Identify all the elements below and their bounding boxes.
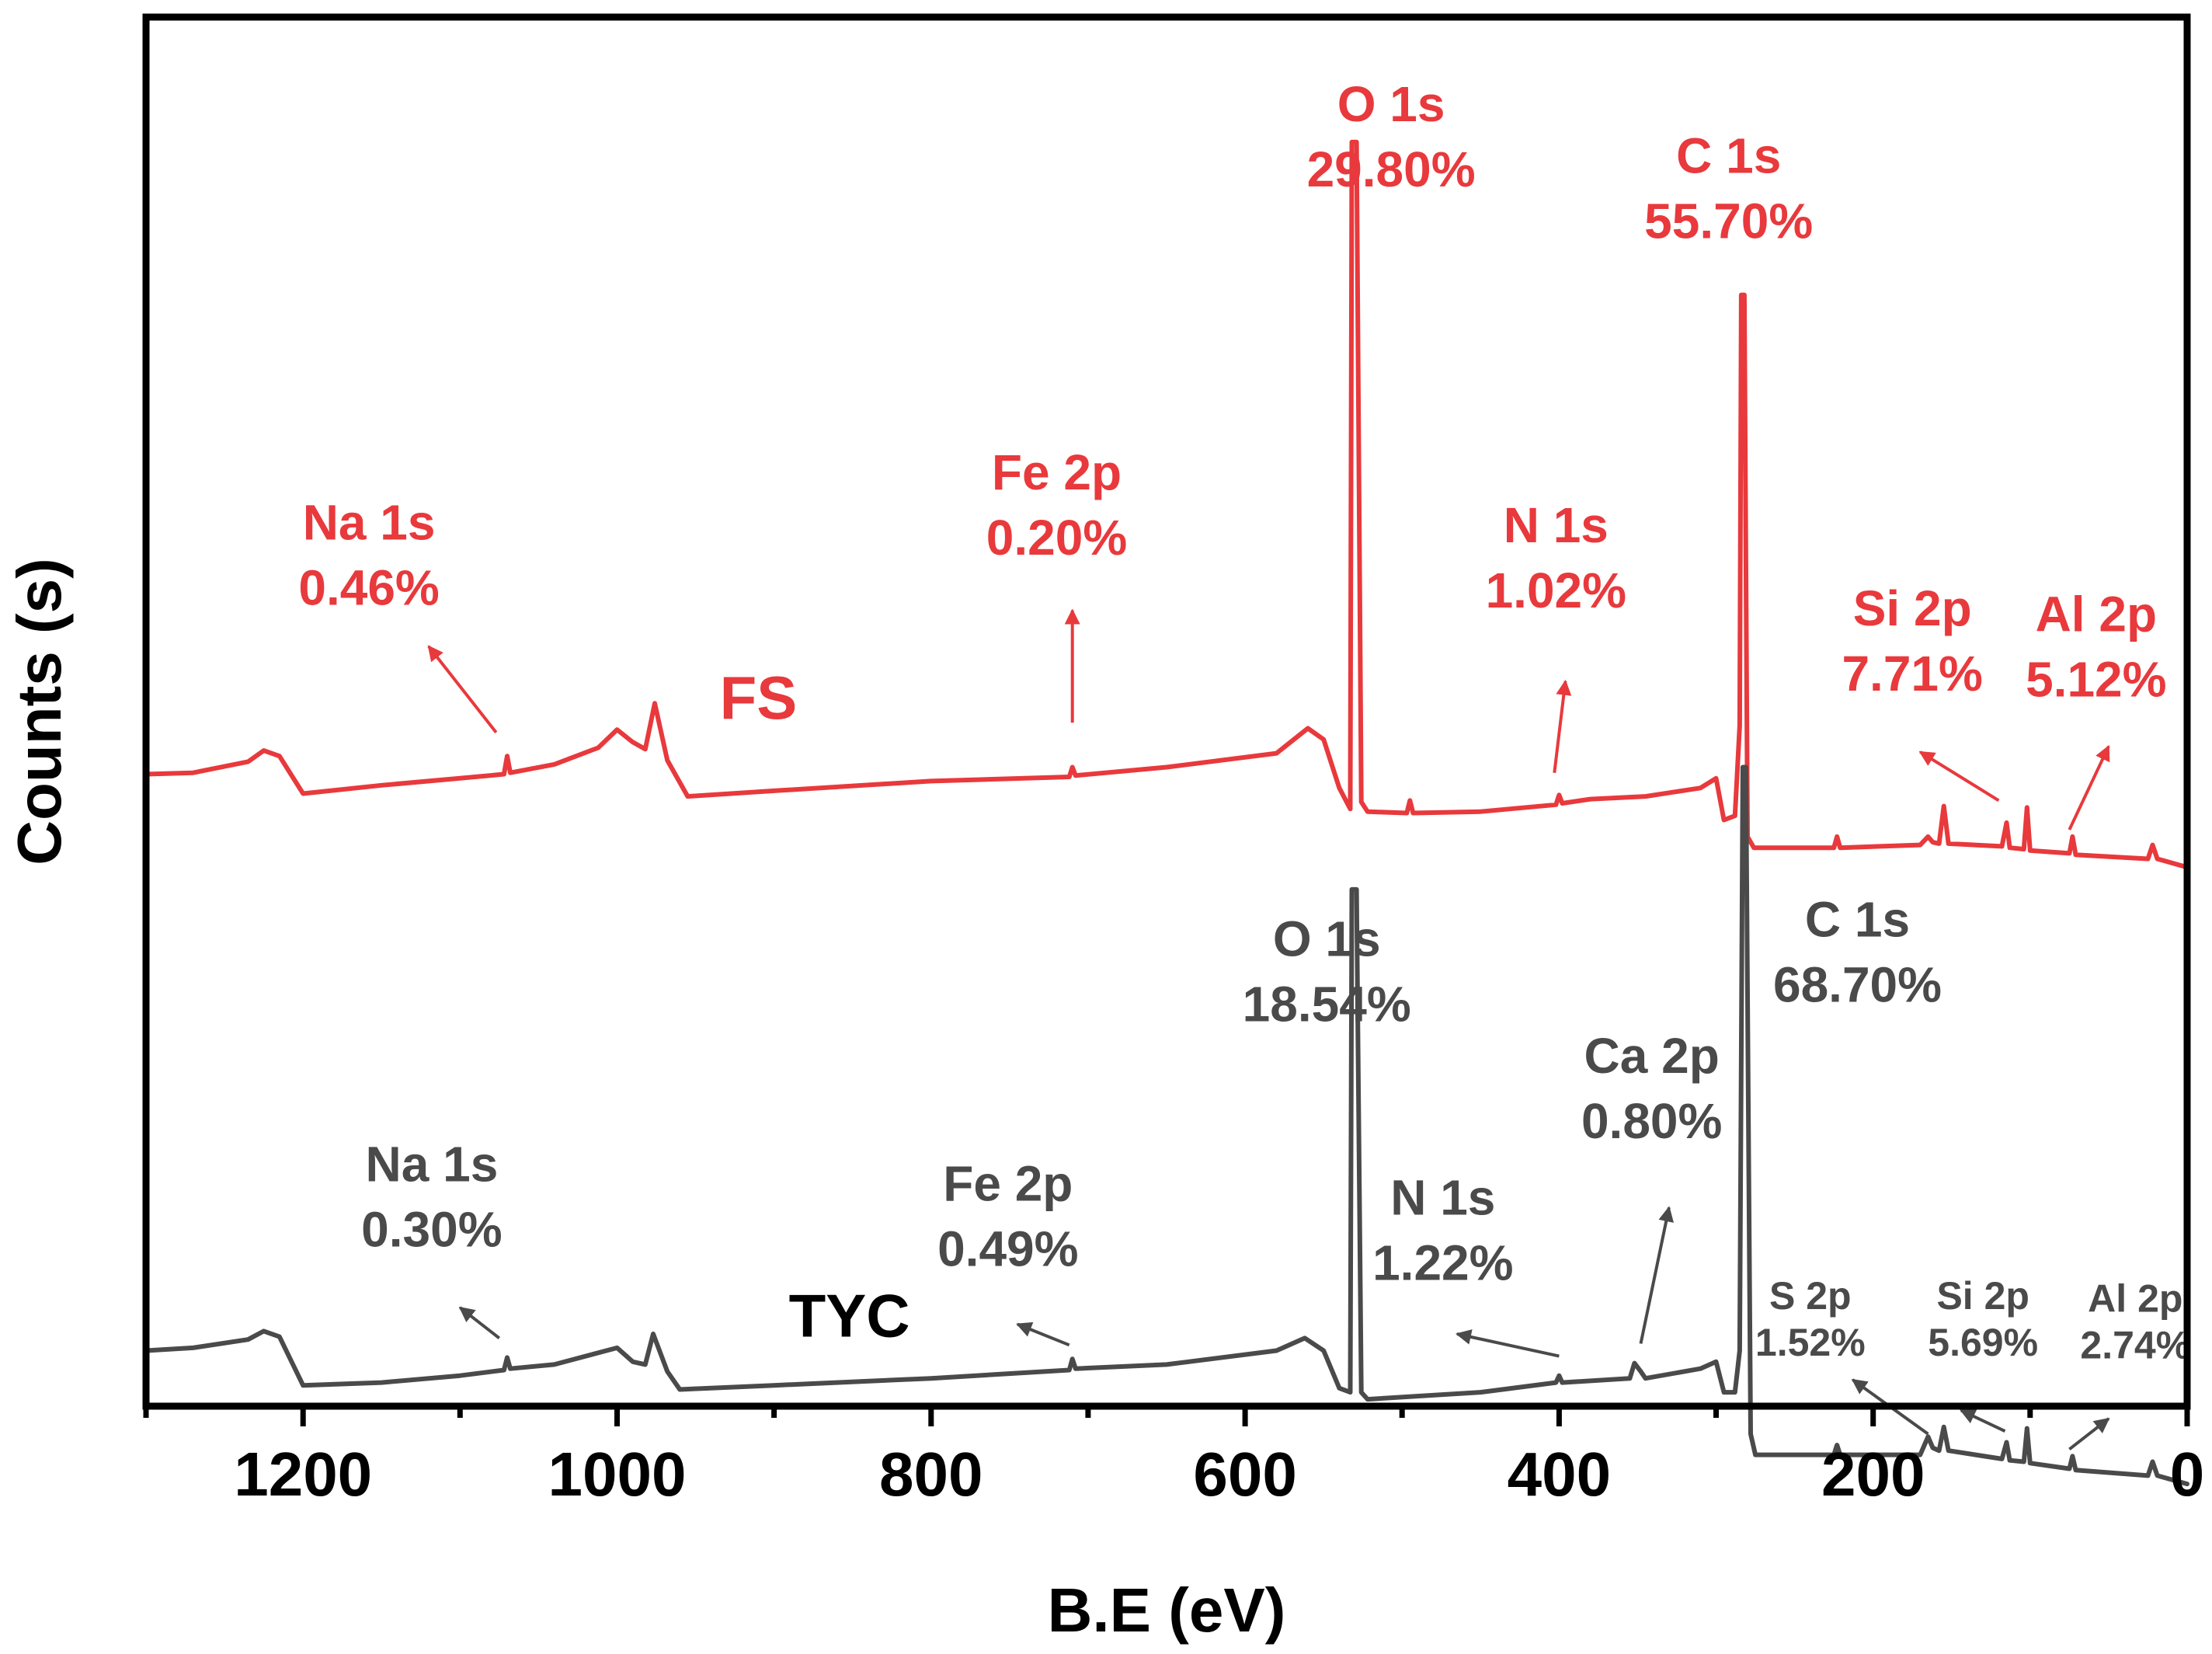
x-tick-label: 1200 [234, 1440, 372, 1509]
annotation-arrow [1918, 750, 2000, 803]
peak-percentage: 0.49% [937, 1220, 1078, 1276]
peak-percentage: 0.20% [986, 510, 1127, 566]
peak-annotation: Ca 2p 0.80% [1581, 1028, 1722, 1149]
series-label-tyc: TYC [789, 1282, 910, 1350]
peak-label: Si 2p [1936, 1274, 2029, 1318]
series-label-fs: FS [720, 663, 798, 732]
peak-annotation: Fe 2p 0.49% [937, 1155, 1078, 1276]
annotation-arrow [1553, 679, 1572, 773]
peak-percentage: 18.54% [1243, 977, 1411, 1032]
peak-percentage: 55.70% [1644, 193, 1813, 249]
peak-percentage: 1.52% [1755, 1321, 1866, 1364]
peak-percentage: 5.12% [2026, 651, 2166, 707]
annotation-arrow [427, 645, 498, 734]
peak-annotation: Al 2p 5.12% [2026, 586, 2166, 707]
x-tick-label: 1000 [548, 1440, 687, 1509]
annotation-layer: O 1s 29.80% C 1s 55.70% Na 1s 0.46% Fe 2p 0.20%… [298, 76, 2190, 1450]
x-axis-title: B.E (eV) [1048, 1576, 1286, 1645]
peak-annotation: O 1s 18.54% [1243, 911, 1411, 1032]
peak-annotation: C 1s 68.70% [1773, 892, 1942, 1013]
peak-annotation: Si 2p 7.71% [1842, 580, 1982, 702]
peak-percentage: 0.46% [298, 559, 439, 615]
annotation-arrow [1960, 1409, 2006, 1433]
annotation-arrow [2068, 744, 2110, 830]
peak-annotation: Si 2p 5.69% [1928, 1274, 2038, 1364]
peak-label: N 1s [1390, 1169, 1495, 1225]
x-tick-label: 0 [2170, 1440, 2205, 1509]
peak-annotation: C 1s 55.70% [1644, 127, 1813, 249]
annotation-arrow [2068, 1417, 2110, 1450]
peak-percentage: 2.74% [2080, 1323, 2190, 1367]
annotation-arrow [1016, 1321, 1070, 1347]
peak-label: Fe 2p [992, 444, 1122, 500]
peak-annotation: S 2p 1.52% [1755, 1274, 1866, 1364]
peak-label: C 1s [1805, 892, 1910, 948]
peak-label: Ca 2p [1584, 1028, 1720, 1084]
peak-percentage: 1.02% [1486, 562, 1626, 618]
peak-annotation: N 1s 1.22% [1372, 1169, 1513, 1290]
peak-percentage: 5.69% [1928, 1321, 2038, 1364]
peak-percentage: 0.30% [361, 1201, 502, 1257]
x-tick-label: 400 [1508, 1440, 1611, 1509]
peak-annotation: Na 1s 0.46% [298, 494, 439, 615]
x-tick-label: 600 [1193, 1440, 1296, 1509]
peak-percentage: 7.71% [1842, 646, 1982, 702]
peak-percentage: 29.80% [1307, 141, 1476, 197]
peak-label: Al 2p [2036, 586, 2157, 642]
series-layer [144, 139, 2189, 1487]
peak-label: Fe 2p [943, 1155, 1073, 1211]
peak-label: O 1s [1273, 911, 1381, 967]
peak-annotation: Fe 2p 0.20% [986, 444, 1127, 566]
x-tick-label: 800 [879, 1440, 983, 1509]
plot-frame [142, 13, 2191, 1410]
peak-annotation: Al 2p 2.74% [2080, 1276, 2190, 1367]
peak-percentage: 68.70% [1773, 957, 1942, 1013]
peak-percentage: 1.22% [1372, 1234, 1513, 1290]
peak-label: Na 1s [366, 1136, 499, 1192]
series-line-fs [144, 139, 2189, 870]
peak-label: Na 1s [303, 494, 436, 550]
annotation-arrow [1639, 1206, 1675, 1344]
peak-label: S 2p [1769, 1274, 1852, 1318]
peak-label: N 1s [1504, 497, 1609, 553]
peak-annotation: N 1s 1.02% [1486, 497, 1626, 618]
series-line-tyc [144, 764, 2189, 1487]
annotation-arrow [1456, 1329, 1560, 1358]
peak-label: Al 2p [2088, 1276, 2182, 1320]
peak-annotation: Na 1s 0.30% [361, 1136, 502, 1257]
x-tick-label: 200 [1821, 1440, 1925, 1509]
peak-label: C 1s [1676, 127, 1781, 183]
peak-label: O 1s [1337, 76, 1445, 132]
annotation-arrow [458, 1306, 501, 1339]
peak-percentage: 0.80% [1581, 1093, 1722, 1149]
peak-label: Si 2p [1853, 580, 1972, 636]
y-axis-title: Counts (s) [5, 558, 74, 865]
peak-annotation: O 1s 29.80% [1307, 76, 1476, 197]
x-axis: 1200 1000 800 600 400 200 0 [143, 1406, 2205, 1509]
